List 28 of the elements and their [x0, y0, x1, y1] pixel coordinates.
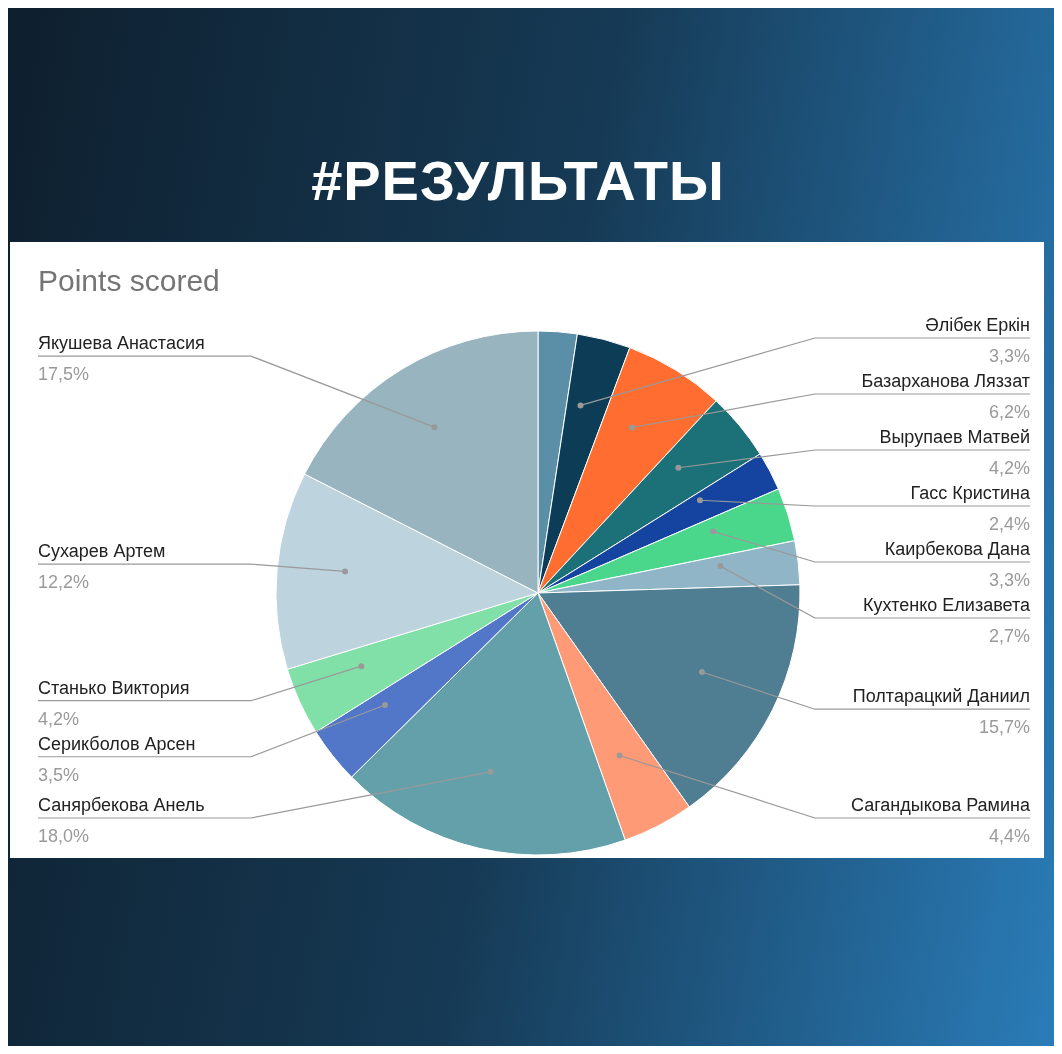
data-label: 2,7%: [988, 626, 1030, 646]
data-label: 4,2%: [38, 708, 80, 729]
data-label: 4,4%: [988, 826, 1030, 846]
chart-title: #РЕЗУЛЬТАТЫ: [310, 148, 726, 213]
data-label: 4,2%: [988, 458, 1030, 478]
data-label: 2,4%: [988, 514, 1030, 534]
slice-label: Кухтенко Елизавета: [862, 595, 1031, 615]
slice-label: Каирбекова Дана: [884, 539, 1031, 559]
data-label: 3,3%: [988, 570, 1030, 590]
data-label: 6,2%: [988, 402, 1030, 422]
data-label: 3,5%: [38, 764, 80, 785]
slice-label: Вырупаев Матвей: [879, 427, 1030, 447]
data-label: 12,2%: [38, 572, 90, 593]
slice-label: Санярбекова Анель: [38, 795, 205, 815]
slice-label: Станько Виктория: [38, 677, 190, 698]
data-label: 18,0%: [38, 826, 90, 846]
slice-label: Якушева Анастасия: [38, 333, 205, 354]
slice-label: Базарханова Ляззат: [861, 371, 1030, 391]
slice-label: Полтарацкий Даниил: [852, 686, 1030, 707]
data-label: 15,7%: [978, 717, 1030, 738]
slice-label: Серикболов Арсен: [38, 733, 196, 754]
data-label: 17,5%: [38, 364, 90, 385]
slice-label: Гасс Кристина: [910, 483, 1031, 503]
slice-label: Әлібек Еркін: [925, 315, 1030, 335]
slice-label: Сагандыкова Рамина: [850, 795, 1031, 815]
chart-subtitle: Points scored: [38, 264, 220, 298]
data-label: 3,3%: [988, 346, 1030, 366]
slice-label: Сухарев Артем: [38, 541, 166, 562]
